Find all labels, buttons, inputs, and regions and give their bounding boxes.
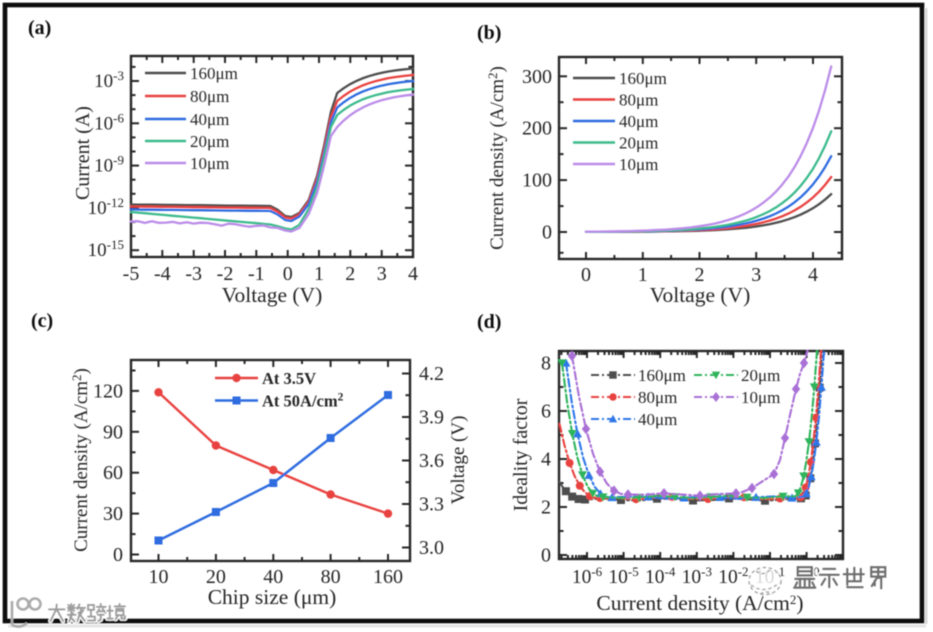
svg-text:(d): (d): [477, 311, 501, 333]
svg-text:20μm: 20μm: [741, 366, 780, 385]
svg-text:-3: -3: [185, 263, 202, 285]
svg-text:20μm: 20μm: [619, 134, 658, 153]
svg-text:4: 4: [808, 264, 818, 286]
svg-text:Current (A): Current (A): [72, 106, 94, 200]
svg-text:30: 30: [103, 503, 123, 525]
svg-text:200: 200: [522, 118, 552, 140]
svg-text:8: 8: [541, 353, 551, 375]
svg-text:Voltage (V): Voltage (V): [650, 283, 751, 307]
svg-text:3.3: 3.3: [419, 494, 444, 516]
svg-text:4: 4: [408, 263, 418, 285]
svg-text:3.6: 3.6: [419, 450, 444, 472]
svg-text:0: 0: [581, 264, 591, 286]
svg-text:40: 40: [263, 566, 283, 588]
svg-text:3.0: 3.0: [419, 537, 444, 559]
svg-text:120: 120: [93, 380, 123, 402]
svg-text:40μm: 40μm: [190, 110, 229, 129]
svg-text:1: 1: [638, 264, 648, 286]
svg-text:160μm: 160μm: [619, 69, 667, 88]
svg-text:Ideality factor: Ideality factor: [510, 398, 532, 511]
svg-text:160μm: 160μm: [190, 64, 238, 83]
svg-text:Current density (A/cm2): Current density (A/cm2): [69, 368, 92, 552]
svg-text:20: 20: [206, 566, 226, 588]
svg-text:2: 2: [695, 264, 705, 286]
svg-text:-2: -2: [217, 263, 234, 285]
svg-text:40μm: 40μm: [638, 410, 677, 429]
svg-text:40μm: 40μm: [619, 112, 658, 131]
svg-text:At 3.5V: At 3.5V: [262, 369, 316, 388]
svg-text:3: 3: [377, 263, 387, 285]
svg-text:Voltage (V): Voltage (V): [448, 416, 469, 505]
svg-text:(a): (a): [28, 17, 51, 39]
svg-text:160μm: 160μm: [638, 366, 686, 385]
svg-text:2: 2: [345, 263, 355, 285]
svg-text:80μm: 80μm: [638, 388, 677, 407]
svg-text:4.2: 4.2: [419, 363, 444, 385]
svg-text:(b): (b): [477, 22, 501, 44]
svg-text:6: 6: [541, 401, 551, 423]
svg-text:Chip size (μm): Chip size (μm): [208, 585, 337, 609]
svg-text:-4: -4: [154, 263, 171, 285]
svg-text:100: 100: [522, 170, 552, 192]
svg-text:80: 80: [321, 566, 341, 588]
svg-text:10μm: 10μm: [190, 154, 229, 173]
svg-text:300: 300: [522, 66, 552, 88]
svg-text:0: 0: [283, 263, 293, 285]
svg-text:10: 10: [149, 566, 169, 588]
svg-text:10-2: 10-2: [718, 564, 748, 588]
svg-text:0: 0: [541, 545, 551, 567]
svg-text:At 50A/cm2: At 50A/cm2: [262, 392, 344, 411]
svg-text:3: 3: [751, 264, 761, 286]
svg-text:2: 2: [541, 497, 551, 519]
svg-text:80μm: 80μm: [619, 91, 658, 110]
svg-text:Voltage (V): Voltage (V): [222, 283, 323, 307]
svg-text:60: 60: [103, 462, 123, 484]
svg-text:80μm: 80μm: [190, 87, 229, 106]
svg-text:Current density (A/cm2): Current density (A/cm2): [485, 66, 508, 250]
svg-text:-5: -5: [123, 263, 140, 285]
svg-text:-1: -1: [248, 263, 265, 285]
svg-text:0: 0: [542, 222, 552, 244]
svg-text:160: 160: [373, 566, 403, 588]
svg-text:10μm: 10μm: [741, 388, 780, 407]
svg-text:10-12: 10-12: [88, 195, 124, 219]
svg-text:10μm: 10μm: [619, 155, 658, 174]
svg-text:4: 4: [541, 449, 551, 471]
svg-text:1: 1: [314, 263, 324, 285]
svg-text:(c): (c): [31, 310, 53, 332]
svg-text:90: 90: [103, 421, 123, 443]
svg-text:0: 0: [113, 544, 123, 566]
svg-text:3.9: 3.9: [419, 407, 444, 429]
svg-text:20μm: 20μm: [190, 132, 229, 151]
svg-text:Current density (A/cm2): Current density (A/cm2): [596, 591, 803, 615]
